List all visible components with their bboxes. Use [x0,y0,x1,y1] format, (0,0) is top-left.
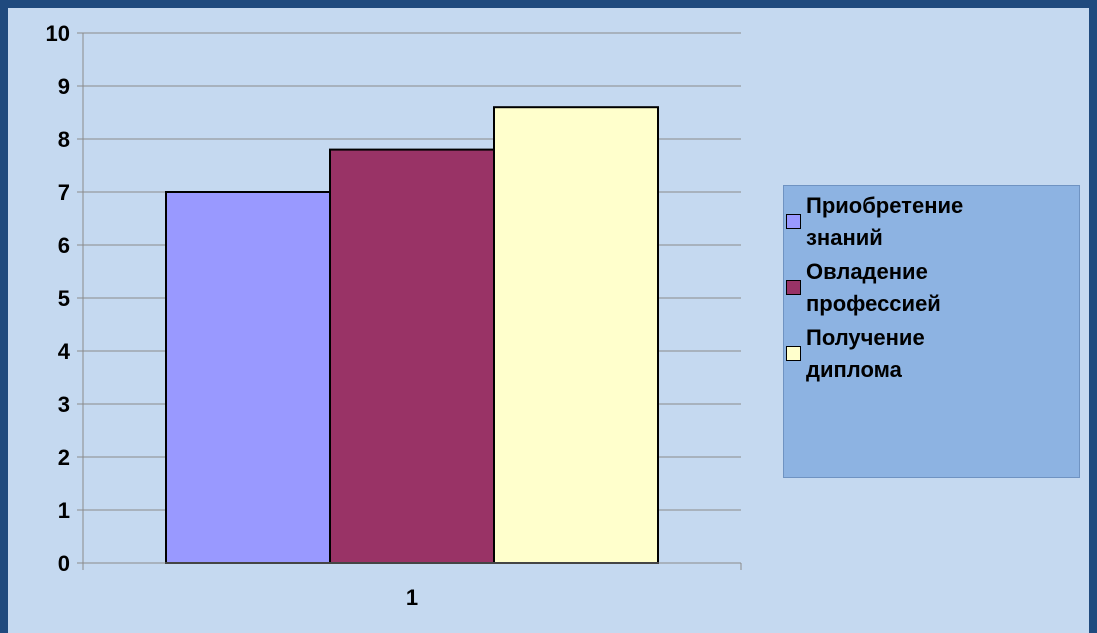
bar-chart: 0 1 2 3 4 5 6 7 8 9 10 1 [46,21,742,610]
legend-label-line: Получение [806,325,925,350]
y-tick-label: 3 [58,392,70,417]
legend-label: Приобретение знаний [806,190,1066,254]
chart-area: 0 1 2 3 4 5 6 7 8 9 10 1 Приобретение знаний Овлад… [8,8,1089,633]
legend-label-line: Овладение [806,259,928,284]
y-axis-tick-labels: 0 1 2 3 4 5 6 7 8 9 10 [46,21,71,576]
y-tick-label: 1 [58,498,70,523]
y-tick-label: 6 [58,233,70,258]
legend-label: Получение диплома [806,322,1066,386]
y-tick-label: 2 [58,445,70,470]
x-tick-label: 1 [406,585,418,610]
y-tick-label: 10 [46,21,70,46]
legend-label-line: знаний [806,225,883,250]
x-axis-tick-labels: 1 [406,585,418,610]
axes [77,32,742,570]
legend-swatch [786,346,801,361]
y-tick-label: 5 [58,286,70,311]
bar [329,148,495,564]
legend-swatch [786,280,801,295]
y-tick-label: 8 [58,127,70,152]
legend-label-line: Приобретение [806,193,964,218]
bar [493,106,659,564]
y-tick-label: 4 [58,339,71,364]
legend-label-line: профессией [806,291,941,316]
legend: Приобретение знаний Овладение профессией… [783,185,1080,478]
legend-swatch [786,214,801,229]
bar [165,191,331,564]
legend-label: Овладение профессией [806,256,1066,320]
y-tick-label: 0 [58,551,70,576]
y-tick-label: 9 [58,74,70,99]
legend-label-line: диплома [806,357,902,382]
y-tick-label: 7 [58,180,70,205]
bars [165,106,659,564]
